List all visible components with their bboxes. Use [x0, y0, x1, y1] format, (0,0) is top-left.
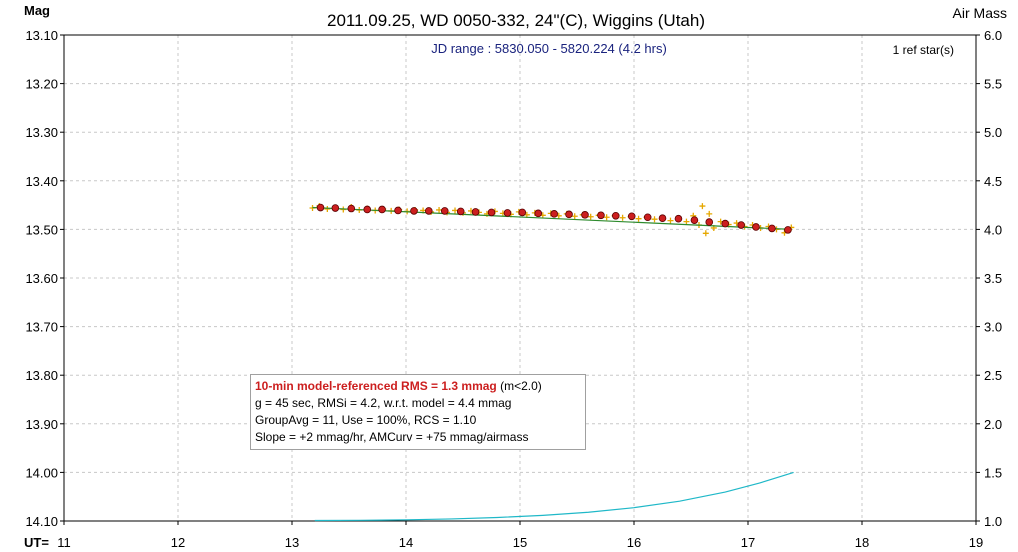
- raw-data-point: [324, 205, 331, 212]
- y-right-axis-label: Air Mass: [953, 5, 1007, 21]
- binned-data-point: [378, 205, 386, 214]
- y-left-tick-label: 13.50: [25, 222, 58, 237]
- x-tick-label: 18: [855, 535, 869, 550]
- y-right-tick-label: 6.0: [984, 28, 1002, 43]
- binned-data-point: [503, 209, 512, 217]
- binned-data-point: [597, 211, 605, 220]
- raw-data-point: [635, 215, 642, 222]
- binned-data-point: [768, 224, 776, 233]
- binned-data-point: [705, 218, 714, 226]
- y-right-tick-label: 2.0: [984, 417, 1002, 432]
- axis-ticks: [60, 34, 980, 525]
- binned-data-point: [487, 208, 496, 217]
- binned-data-point: [471, 208, 480, 216]
- x-tick-label: 12: [171, 535, 185, 550]
- y-left-tick-label: 13.30: [25, 125, 58, 140]
- raw-data-point: [706, 210, 713, 217]
- y-right-tick-label: 1.0: [984, 514, 1002, 529]
- y-right-tick-label: 1.5: [984, 465, 1002, 480]
- ref-star-note: 1 ref star(s): [893, 43, 954, 57]
- binned-data-point: [316, 203, 325, 212]
- y-right-tick-label: 4.5: [984, 174, 1002, 189]
- binned-data-point: [347, 204, 356, 213]
- x-axis-label: UT=: [24, 535, 49, 550]
- y-right-tick-label: 5.0: [984, 125, 1002, 140]
- info-line-3: GroupAvg = 11, Use = 100%, RCS = 1.10: [255, 413, 477, 427]
- raw-data-point: [651, 216, 658, 223]
- rms-highlight: 10-min model-referenced RMS = 1.3 mmag: [255, 379, 497, 393]
- binned-data-point: [410, 207, 418, 215]
- binned-data-point: [456, 207, 465, 216]
- chart-subtitle: JD range : 5830.050 - 5820.224 (4.2 hrs): [431, 41, 667, 56]
- chart-title: 2011.09.25, WD 0050-332, 24"(C), Wiggins…: [327, 11, 705, 30]
- binned-data-point: [674, 214, 683, 223]
- x-tick-label: 17: [741, 535, 755, 550]
- raw-data-point: [619, 214, 626, 221]
- raw-data-point: [571, 213, 578, 220]
- x-tick-label: 13: [285, 535, 299, 550]
- y-right-tick-label: 5.5: [984, 77, 1002, 92]
- y-left-tick-label: 13.60: [25, 271, 58, 286]
- binned-data-point: [394, 206, 402, 215]
- y-left-tick-label: 13.40: [25, 174, 58, 189]
- binned-data-point: [784, 226, 792, 234]
- y-right-tick-labels: 6.0 5.5 5.0 4.5 4.0 3.5 3.0 2.5 2.0 1.5 1.0: [984, 28, 1002, 529]
- y-left-tick-label: 14.10: [25, 514, 58, 529]
- raw-data-point: [667, 217, 674, 224]
- rms-condition: (m<2.0): [496, 379, 542, 393]
- binned-data-point: [518, 208, 527, 217]
- binned-data-point: [611, 211, 620, 220]
- binned-data-point: [565, 210, 573, 219]
- binned-data-point: [534, 209, 543, 218]
- y-right-tick-label: 3.0: [984, 320, 1002, 335]
- grid-lines: [64, 35, 976, 521]
- info-line-4: Slope = +2 mmag/hr, AMCurv = +75 mmag/ai…: [255, 430, 529, 444]
- binned-data-point: [752, 223, 760, 231]
- binned-data-point: [721, 219, 729, 228]
- raw-data-point: [452, 207, 459, 214]
- binned-data-point: [363, 205, 372, 214]
- y-left-tick-label: 13.20: [25, 77, 58, 92]
- binned-data-point: [658, 214, 667, 223]
- y-left-tick-label: 14.00: [25, 465, 58, 480]
- x-tick-label: 19: [969, 535, 983, 550]
- y-right-tick-label: 3.5: [984, 271, 1002, 286]
- binned-data-point: [643, 213, 652, 222]
- binned-data-point: [550, 210, 558, 218]
- x-tick-label: 15: [513, 535, 527, 550]
- stats-info-box: 10-min model-referenced RMS = 1.3 mmag (…: [250, 374, 586, 450]
- y-right-tick-label: 4.0: [984, 222, 1002, 237]
- raw-data-point: [699, 203, 706, 210]
- binned-data-point: [627, 212, 636, 221]
- binned-data-point: [424, 207, 433, 215]
- y-left-axis-label: Mag: [24, 3, 50, 18]
- binned-data-point: [440, 207, 449, 215]
- binned-data-point: [581, 211, 589, 219]
- airmass-curve: [314, 471, 794, 522]
- x-tick-labels: 11 12 13 14 15 16 17 18 19: [57, 535, 983, 550]
- series-layer: [309, 203, 795, 522]
- binned-data-point: [737, 221, 745, 229]
- y-left-tick-label: 13.80: [25, 368, 58, 383]
- raw-data-point: [702, 230, 709, 237]
- y-left-tick-label: 13.90: [25, 417, 58, 432]
- raw-data-point: [683, 218, 690, 225]
- info-line-1: 10-min model-referenced RMS = 1.3 mmag (…: [255, 378, 585, 395]
- y-left-tick-labels: 13.10 13.20 13.30 13.40 13.50 13.60 13.70 13.80…: [25, 28, 58, 529]
- x-tick-label: 14: [399, 535, 413, 550]
- binned-data-point: [690, 216, 699, 224]
- y-left-tick-label: 13.70: [25, 320, 58, 335]
- binned-data-point: [331, 204, 340, 212]
- y-right-tick-label: 2.5: [984, 368, 1002, 383]
- raw-data-point: [587, 213, 594, 220]
- x-tick-label: 16: [627, 535, 641, 550]
- raw-data-point: [603, 214, 610, 221]
- model-trend-line: [312, 206, 792, 230]
- info-line-2: g = 45 sec, RMSi = 4.2, w.r.t. model = 4…: [255, 396, 512, 410]
- raw-data-point: [436, 206, 443, 213]
- x-tick-label: 11: [57, 535, 71, 550]
- y-left-tick-label: 13.10: [25, 28, 58, 43]
